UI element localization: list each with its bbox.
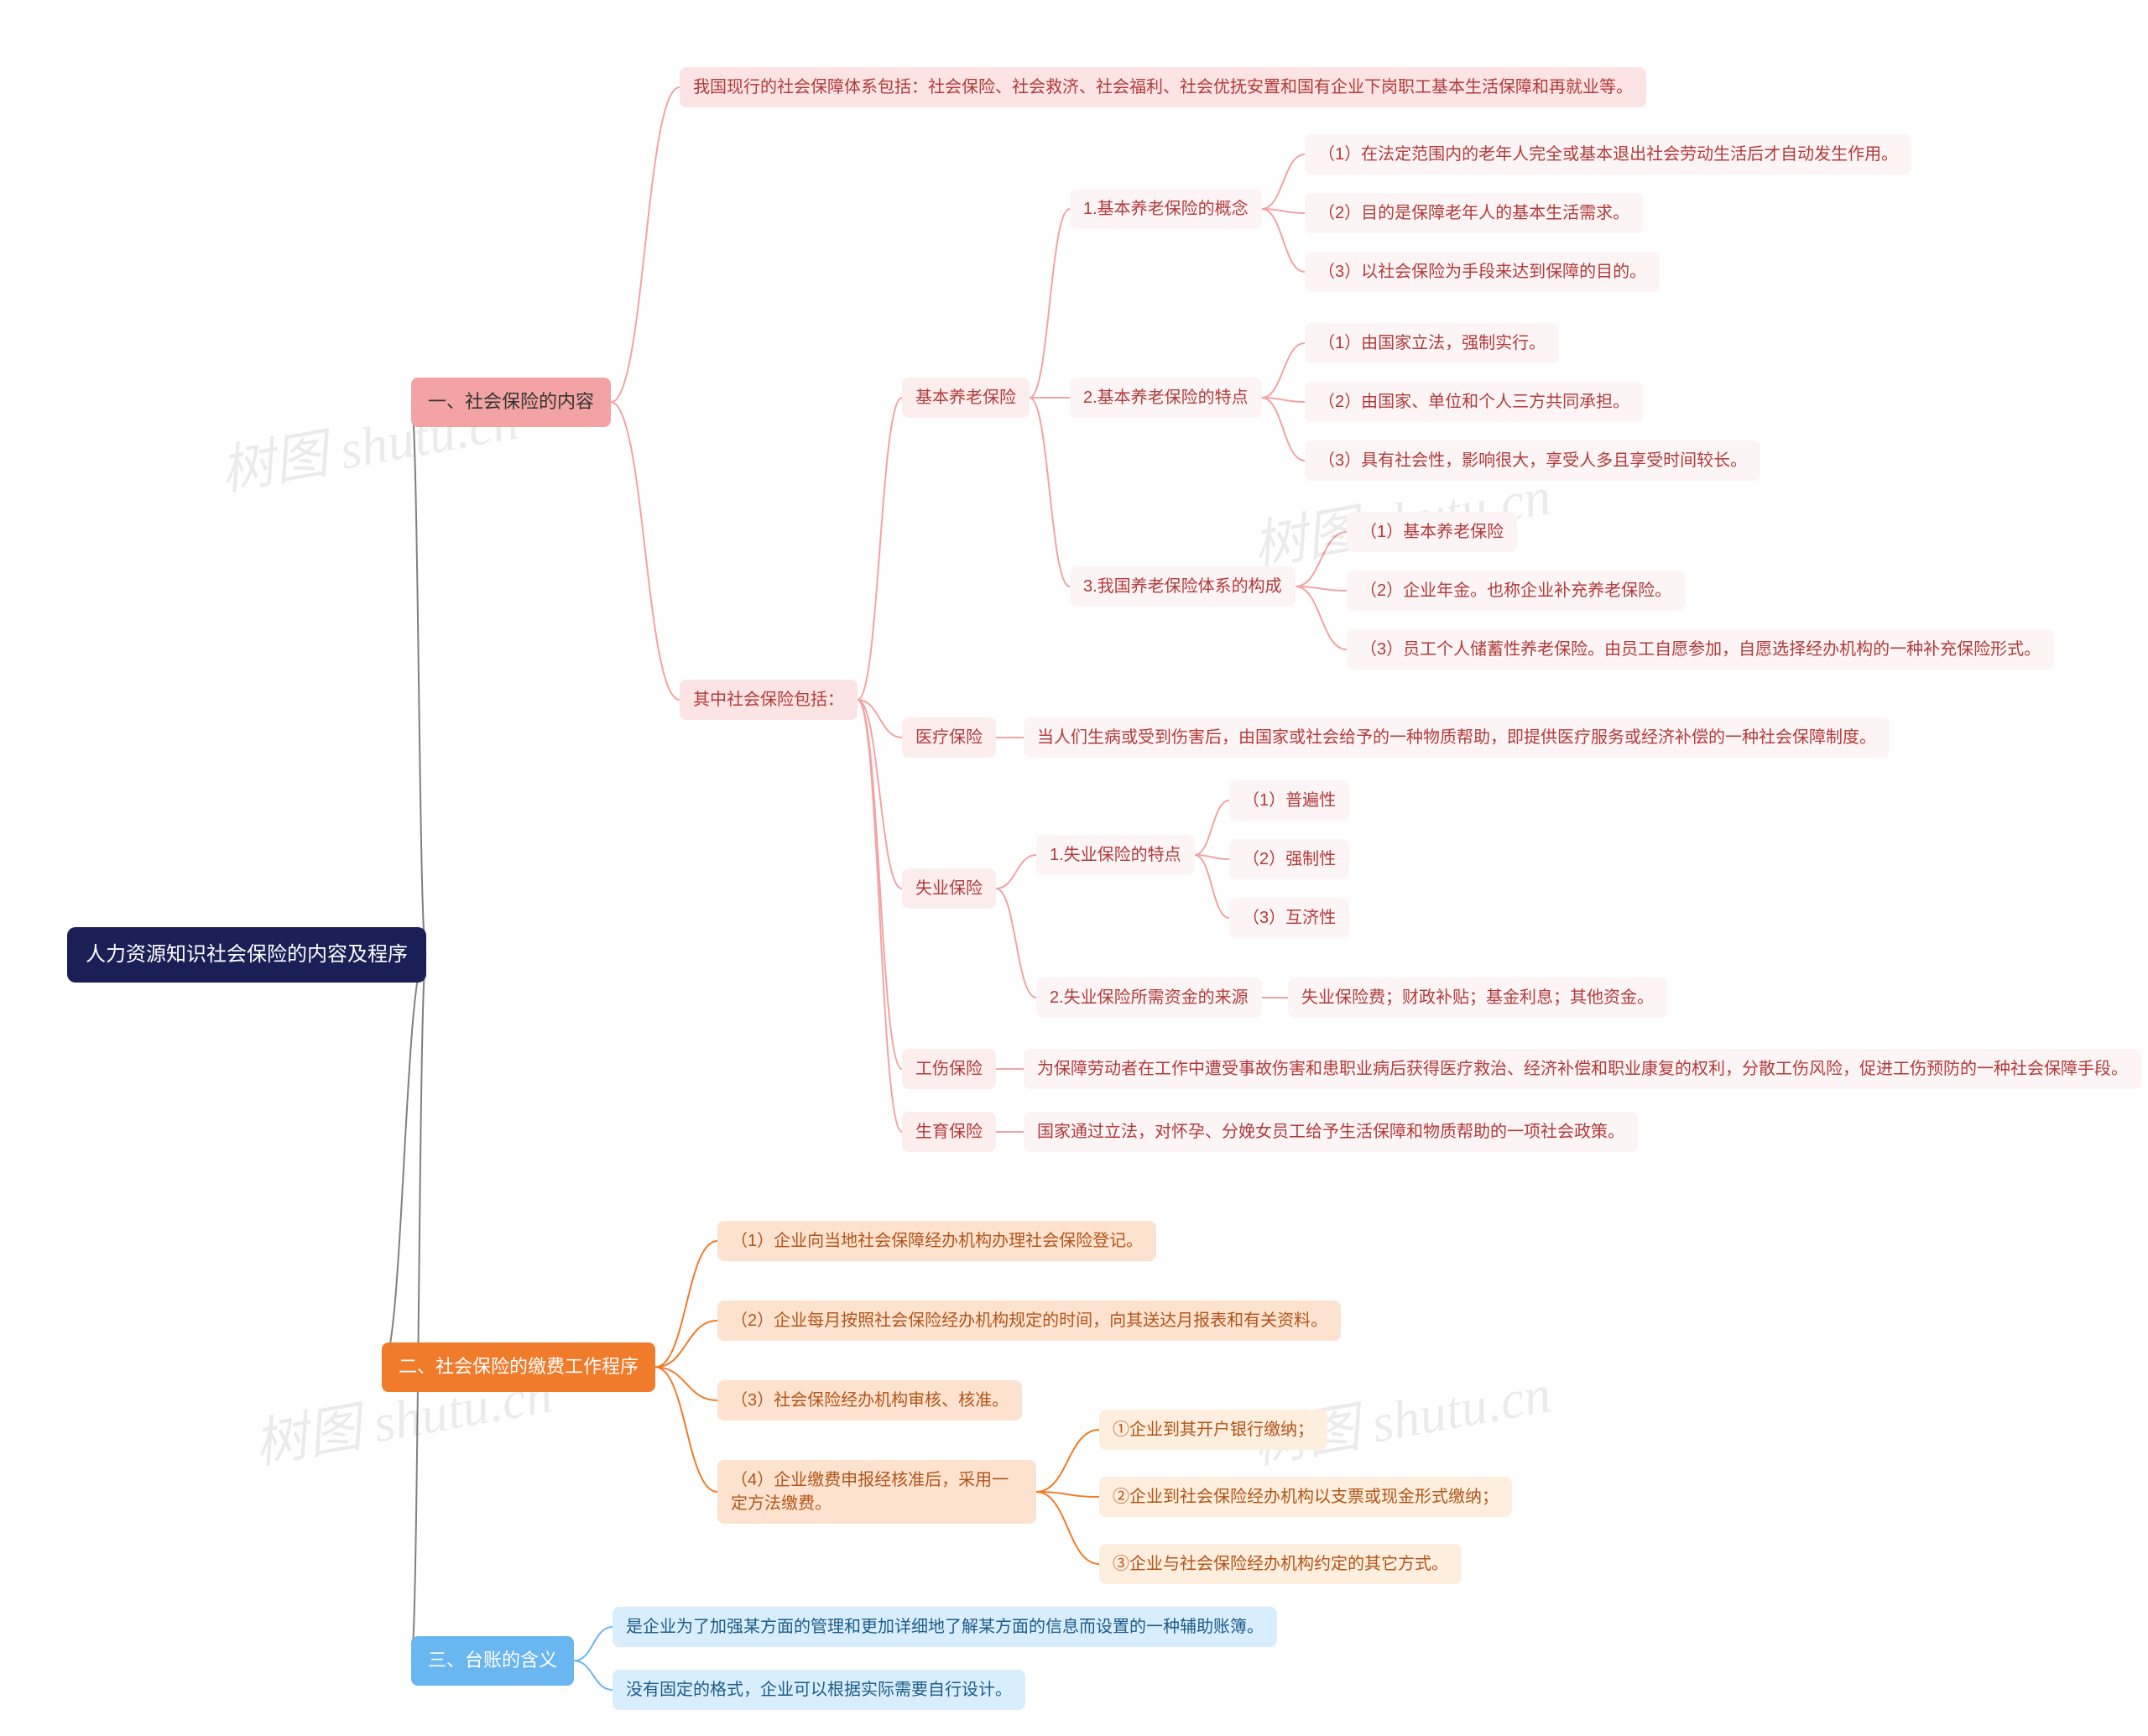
sec2-method: ②企业到社会保险经办机构以支票或现金形式缴纳； bbox=[1099, 1477, 1512, 1517]
root-node: 人力资源知识社会保险的内容及程序 bbox=[67, 927, 426, 983]
pension-sub-2: 2.基本养老保险的特点 bbox=[1070, 378, 1262, 418]
pension-2-leaf: （2）由国家、单位和个人三方共同承担。 bbox=[1305, 382, 1643, 422]
unemployment-2-desc: 失业保险费；财政补贴；基金利息；其他资金。 bbox=[1288, 977, 1667, 1018]
unemployment-sub-2: 2.失业保险所需资金的来源 bbox=[1036, 977, 1262, 1018]
medical-desc: 当人们生病或受到伤害后，由国家或社会给予的一种物质帮助，即提供医疗服务或经济补偿… bbox=[1024, 717, 1890, 758]
sec1-group-label: 其中社会保险包括： bbox=[680, 680, 858, 720]
pension-sub-1: 1.基本养老保险的概念 bbox=[1070, 189, 1262, 229]
pension-1-leaf: （1）在法定范围内的老年人完全或基本退出社会劳动生活后才自动发生作用。 bbox=[1305, 134, 1911, 175]
sec3-item: 没有固定的格式，企业可以根据实际需要自行设计。 bbox=[613, 1670, 1025, 1710]
sec2-method: ①企业到其开户银行缴纳； bbox=[1099, 1410, 1327, 1450]
pension-2-leaf: （3）具有社会性，影响很大，享受人多且享受时间较长。 bbox=[1305, 441, 1760, 481]
section-3-title: 三、台账的含义 bbox=[411, 1636, 574, 1686]
unemployment-1-leaf: （1）普遍性 bbox=[1229, 780, 1349, 821]
pension-label: 基本养老保险 bbox=[902, 378, 1030, 418]
pension-1-leaf: （3）以社会保险为手段来达到保障的目的。 bbox=[1305, 252, 1660, 292]
sec3-item: 是企业为了加强某方面的管理和更加详细地了解某方面的信息而设置的一种辅助账簿。 bbox=[613, 1607, 1277, 1647]
sec2-step: （2）企业每月按照社会保险经办机构规定的时间，向其送达月报表和有关资料。 bbox=[717, 1301, 1341, 1341]
maternity-desc: 国家通过立法，对怀孕、分娩女员工给予生活保障和物质帮助的一项社会政策。 bbox=[1024, 1112, 1638, 1152]
section-1-title: 一、社会保险的内容 bbox=[411, 378, 611, 427]
sec1-intro: 我国现行的社会保障体系包括：社会保险、社会救济、社会福利、社会优抚安置和国有企业… bbox=[680, 67, 1646, 107]
section-2-title: 二、社会保险的缴费工作程序 bbox=[382, 1342, 655, 1392]
injury-label: 工伤保险 bbox=[902, 1049, 996, 1089]
sec2-step: （1）企业向当地社会保障经办机构办理社会保险登记。 bbox=[717, 1221, 1156, 1261]
pension-sub-3: 3.我国养老保险体系的构成 bbox=[1070, 566, 1296, 607]
medical-label: 医疗保险 bbox=[902, 717, 996, 758]
pension-3-leaf: （1）基本养老保险 bbox=[1347, 512, 1517, 552]
maternity-label: 生育保险 bbox=[902, 1112, 996, 1152]
pension-2-leaf: （1）由国家立法，强制实行。 bbox=[1305, 323, 1559, 363]
unemployment-1-leaf: （2）强制性 bbox=[1229, 839, 1349, 879]
unemployment-label: 失业保险 bbox=[902, 868, 996, 909]
unemployment-1-leaf: （3）互济性 bbox=[1229, 898, 1349, 938]
pension-3-leaf: （3）员工个人储蓄性养老保险。由员工自愿参加，自愿选择经办机构的一种补充保险形式… bbox=[1347, 629, 2054, 670]
pension-3-leaf: （2）企业年金。也称企业补充养老保险。 bbox=[1347, 571, 1685, 611]
sec2-step: （4）企业缴费申报经核准后，采用一定方法缴费。 bbox=[717, 1460, 1036, 1524]
unemployment-sub-1: 1.失业保险的特点 bbox=[1036, 835, 1195, 875]
pension-1-leaf: （2）目的是保障老年人的基本生活需求。 bbox=[1305, 193, 1643, 233]
sec2-method: ③企业与社会保险经办机构约定的其它方式。 bbox=[1099, 1544, 1462, 1584]
injury-desc: 为保障劳动者在工作中遭受事故伤害和患职业病后获得医疗救治、经济补偿和职业康复的权… bbox=[1024, 1049, 2141, 1089]
sec2-step: （3）社会保险经办机构审核、核准。 bbox=[717, 1380, 1022, 1421]
